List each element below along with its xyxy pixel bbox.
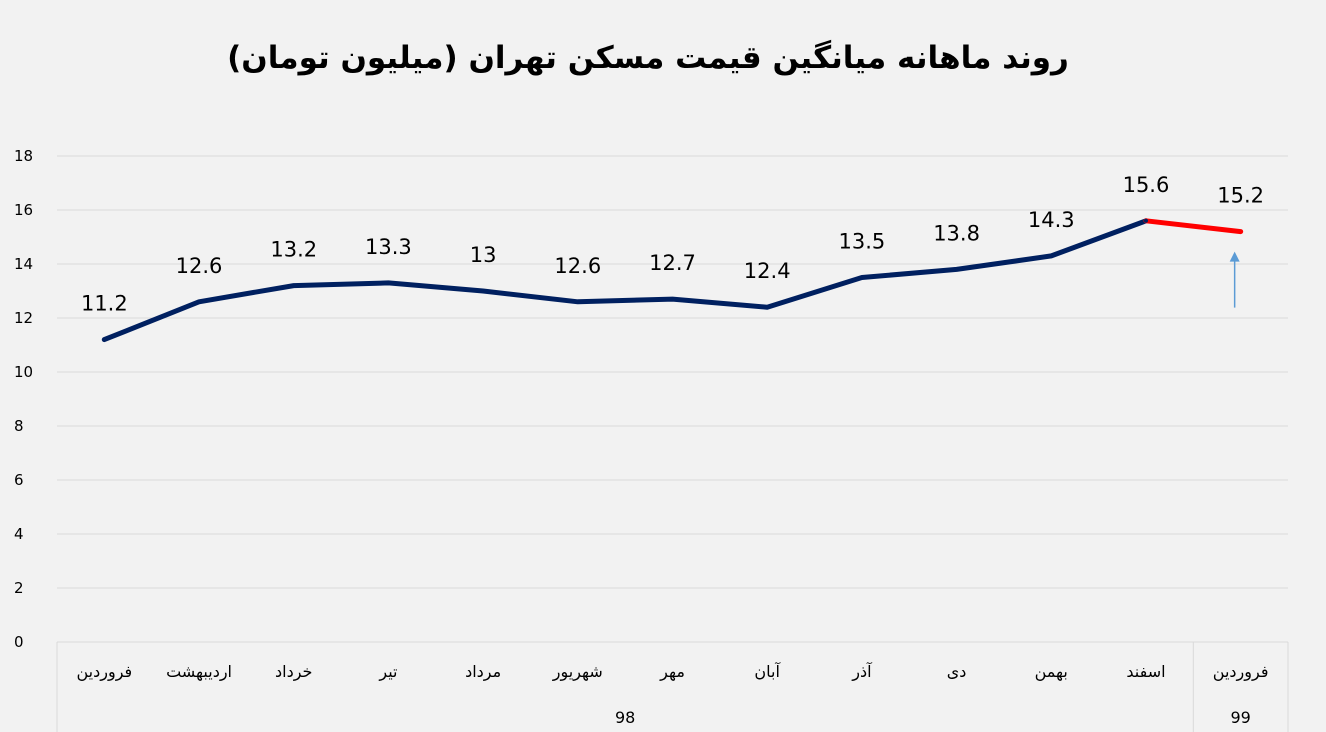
x-category-label: بهمن bbox=[1035, 662, 1068, 682]
data-point bbox=[765, 305, 770, 310]
y-tick-label: 18 bbox=[14, 147, 33, 165]
data-label: 11.2 bbox=[81, 292, 128, 316]
data-label: 13 bbox=[470, 243, 497, 267]
x-category-label: مرداد bbox=[465, 662, 501, 682]
data-point bbox=[1238, 229, 1243, 234]
data-label: 12.6 bbox=[176, 254, 223, 278]
y-tick-label: 14 bbox=[14, 255, 33, 273]
x-category-label: آذر bbox=[851, 662, 873, 682]
y-tick-label: 16 bbox=[14, 201, 33, 219]
x-category-label: شهریور bbox=[552, 662, 603, 682]
arrow-head-icon bbox=[1229, 251, 1240, 262]
data-point bbox=[1143, 218, 1148, 223]
data-label: 13.8 bbox=[933, 221, 980, 245]
series-line bbox=[101, 218, 1149, 343]
data-point bbox=[291, 283, 296, 288]
data-label: 12.4 bbox=[744, 259, 791, 283]
data-point bbox=[481, 289, 486, 293]
year-group-label: 99 bbox=[1230, 708, 1250, 727]
data-point bbox=[670, 297, 675, 302]
data-point bbox=[102, 337, 107, 342]
data-label: 12.6 bbox=[554, 254, 601, 278]
y-tick-label: 2 bbox=[14, 579, 24, 597]
data-label: 15.2 bbox=[1217, 184, 1264, 208]
y-tick-label: 6 bbox=[14, 471, 24, 489]
x-category-label: مهر bbox=[659, 662, 685, 682]
data-point bbox=[386, 280, 391, 285]
data-label: 15.6 bbox=[1123, 173, 1170, 197]
x-category-label: خرداد bbox=[275, 662, 312, 682]
x-category-label: دی bbox=[947, 662, 967, 681]
data-point bbox=[575, 299, 580, 304]
chart-title: روند ماهانه میانگین قیمت مسکن تهران (میل… bbox=[227, 40, 1069, 76]
data-label: 14.3 bbox=[1028, 208, 1075, 232]
data-label: 13.3 bbox=[365, 235, 412, 259]
year-group-label: 98 bbox=[615, 708, 635, 727]
data-point bbox=[859, 275, 864, 280]
highlighted-segment bbox=[1143, 218, 1244, 235]
x-category-label: آبان bbox=[754, 662, 781, 681]
y-tick-label: 4 bbox=[14, 525, 24, 543]
data-point bbox=[197, 299, 202, 304]
y-tick-label: 8 bbox=[14, 417, 24, 435]
x-category-label: اردیبهشت bbox=[166, 662, 232, 682]
y-tick-label: 12 bbox=[14, 309, 33, 327]
data-label: 13.2 bbox=[270, 238, 317, 262]
y-tick-label: 0 bbox=[14, 633, 24, 651]
x-category-label: فروردین bbox=[77, 662, 133, 682]
x-category-label: فروردین bbox=[1213, 662, 1269, 682]
data-label: 13.5 bbox=[839, 230, 886, 254]
data-label: 12.7 bbox=[649, 251, 696, 275]
y-tick-label: 10 bbox=[14, 363, 33, 381]
x-category-label: اسفند bbox=[1126, 662, 1165, 681]
data-point bbox=[1049, 253, 1054, 258]
x-category-label: تیر bbox=[378, 662, 397, 682]
data-point bbox=[954, 267, 959, 272]
